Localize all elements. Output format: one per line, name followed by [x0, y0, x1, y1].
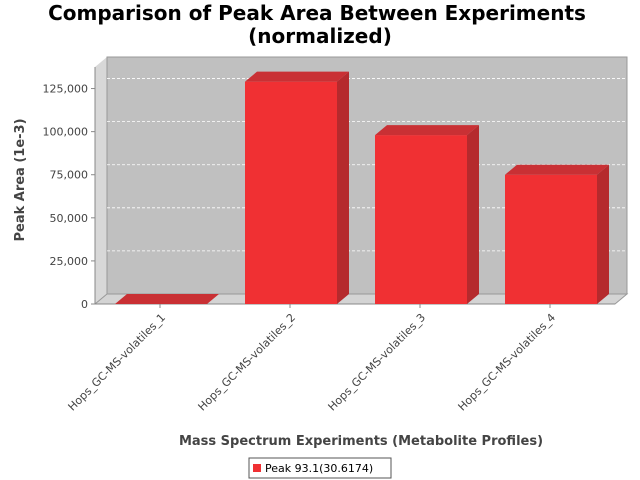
bar-side	[597, 164, 609, 304]
bar	[245, 71, 349, 304]
x-tick-label: Hops_GC-MS-volatiles_4	[456, 311, 559, 414]
y-tick-label: 0	[81, 298, 88, 311]
bar-side	[467, 125, 479, 304]
bar-top	[375, 125, 479, 136]
bar-top	[245, 71, 349, 82]
bar-series	[115, 71, 609, 304]
bar	[505, 164, 609, 304]
bar-front	[375, 135, 467, 304]
chart-title-line-1: Comparison of Peak Area Between Experime…	[48, 1, 586, 25]
y-tick-label: 50,000	[50, 212, 89, 225]
x-tick-label: Hops_GC-MS-volatiles_1	[66, 311, 169, 414]
bar-front	[505, 174, 597, 304]
legend-swatch	[253, 464, 261, 472]
x-tick-label: Hops_GC-MS-volatiles_3	[326, 311, 429, 414]
bar-front	[245, 81, 337, 304]
x-axis-title: Mass Spectrum Experiments (Metabolite Pr…	[179, 434, 543, 449]
bar-side	[337, 71, 349, 304]
legend-box	[248, 457, 392, 479]
plot-area	[93, 56, 629, 305]
plot-left-wall	[95, 57, 107, 304]
x-axis-ticks: Hops_GC-MS-volatiles_1 Hops_GC-MS-volatil…	[66, 304, 559, 414]
y-tick-label: 75,000	[50, 169, 89, 182]
x-tick-label: Hops_GC-MS-volatiles_2	[196, 311, 299, 414]
y-tick-label: 25,000	[50, 255, 89, 268]
chart-title-line-2: (normalized)	[248, 24, 392, 48]
legend-label: Peak 93.1(30.6174)	[265, 462, 373, 475]
bar-top	[505, 164, 609, 175]
y-tick-label: 125,000	[43, 83, 89, 96]
bar	[115, 294, 219, 304]
bar-top	[115, 294, 219, 304]
legend: Peak 93.1(30.6174)	[248, 457, 392, 479]
y-tick-label: 100,000	[43, 126, 89, 139]
y-axis-title: Peak Area (1e-3)	[13, 118, 28, 241]
y-axis-ticks: 0 25,000 50,000 75,000 100,000 125,000	[43, 83, 95, 311]
bar	[375, 125, 479, 304]
grid-lines	[107, 78, 627, 252]
